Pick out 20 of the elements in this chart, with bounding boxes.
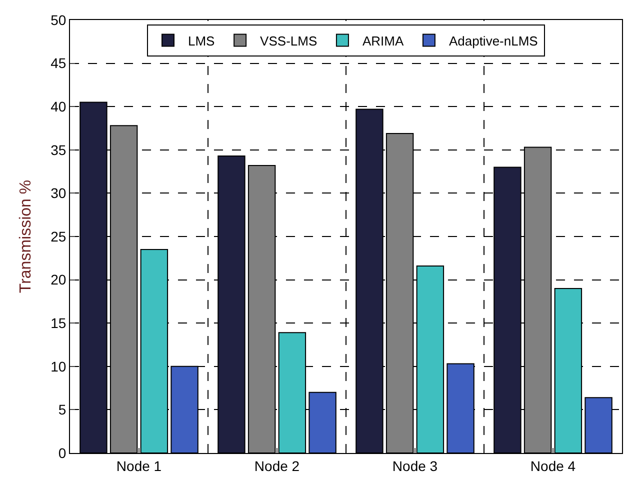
y-tick-label: 40: [50, 98, 66, 114]
y-tick-label: 15: [50, 315, 66, 331]
x-tick-label: Node 3: [392, 458, 438, 474]
x-tick-label: Node 2: [254, 458, 300, 474]
y-tick-label: 0: [58, 444, 66, 461]
x-tick-label: Node 4: [530, 458, 576, 474]
y-tick-label: 35: [50, 142, 66, 158]
y-axis-title: Transmission %: [18, 180, 35, 294]
y-tick-label: 50: [50, 12, 66, 28]
y-tick-label: 5: [58, 402, 66, 418]
y-tick-label: 30: [50, 185, 66, 202]
y-tick-label: 25: [50, 228, 66, 244]
y-tick-label: 45: [50, 55, 66, 72]
y-tick-label: 10: [50, 358, 66, 374]
legend-label: LMS: [188, 33, 216, 48]
x-tick-label: Node 1: [116, 458, 162, 474]
y-tick-label: 20: [50, 272, 66, 288]
legend-label: ARIMA: [362, 33, 404, 48]
legend-label: Adaptive-nLMS: [448, 33, 538, 48]
legend-label: VSS-LMS: [260, 33, 318, 48]
